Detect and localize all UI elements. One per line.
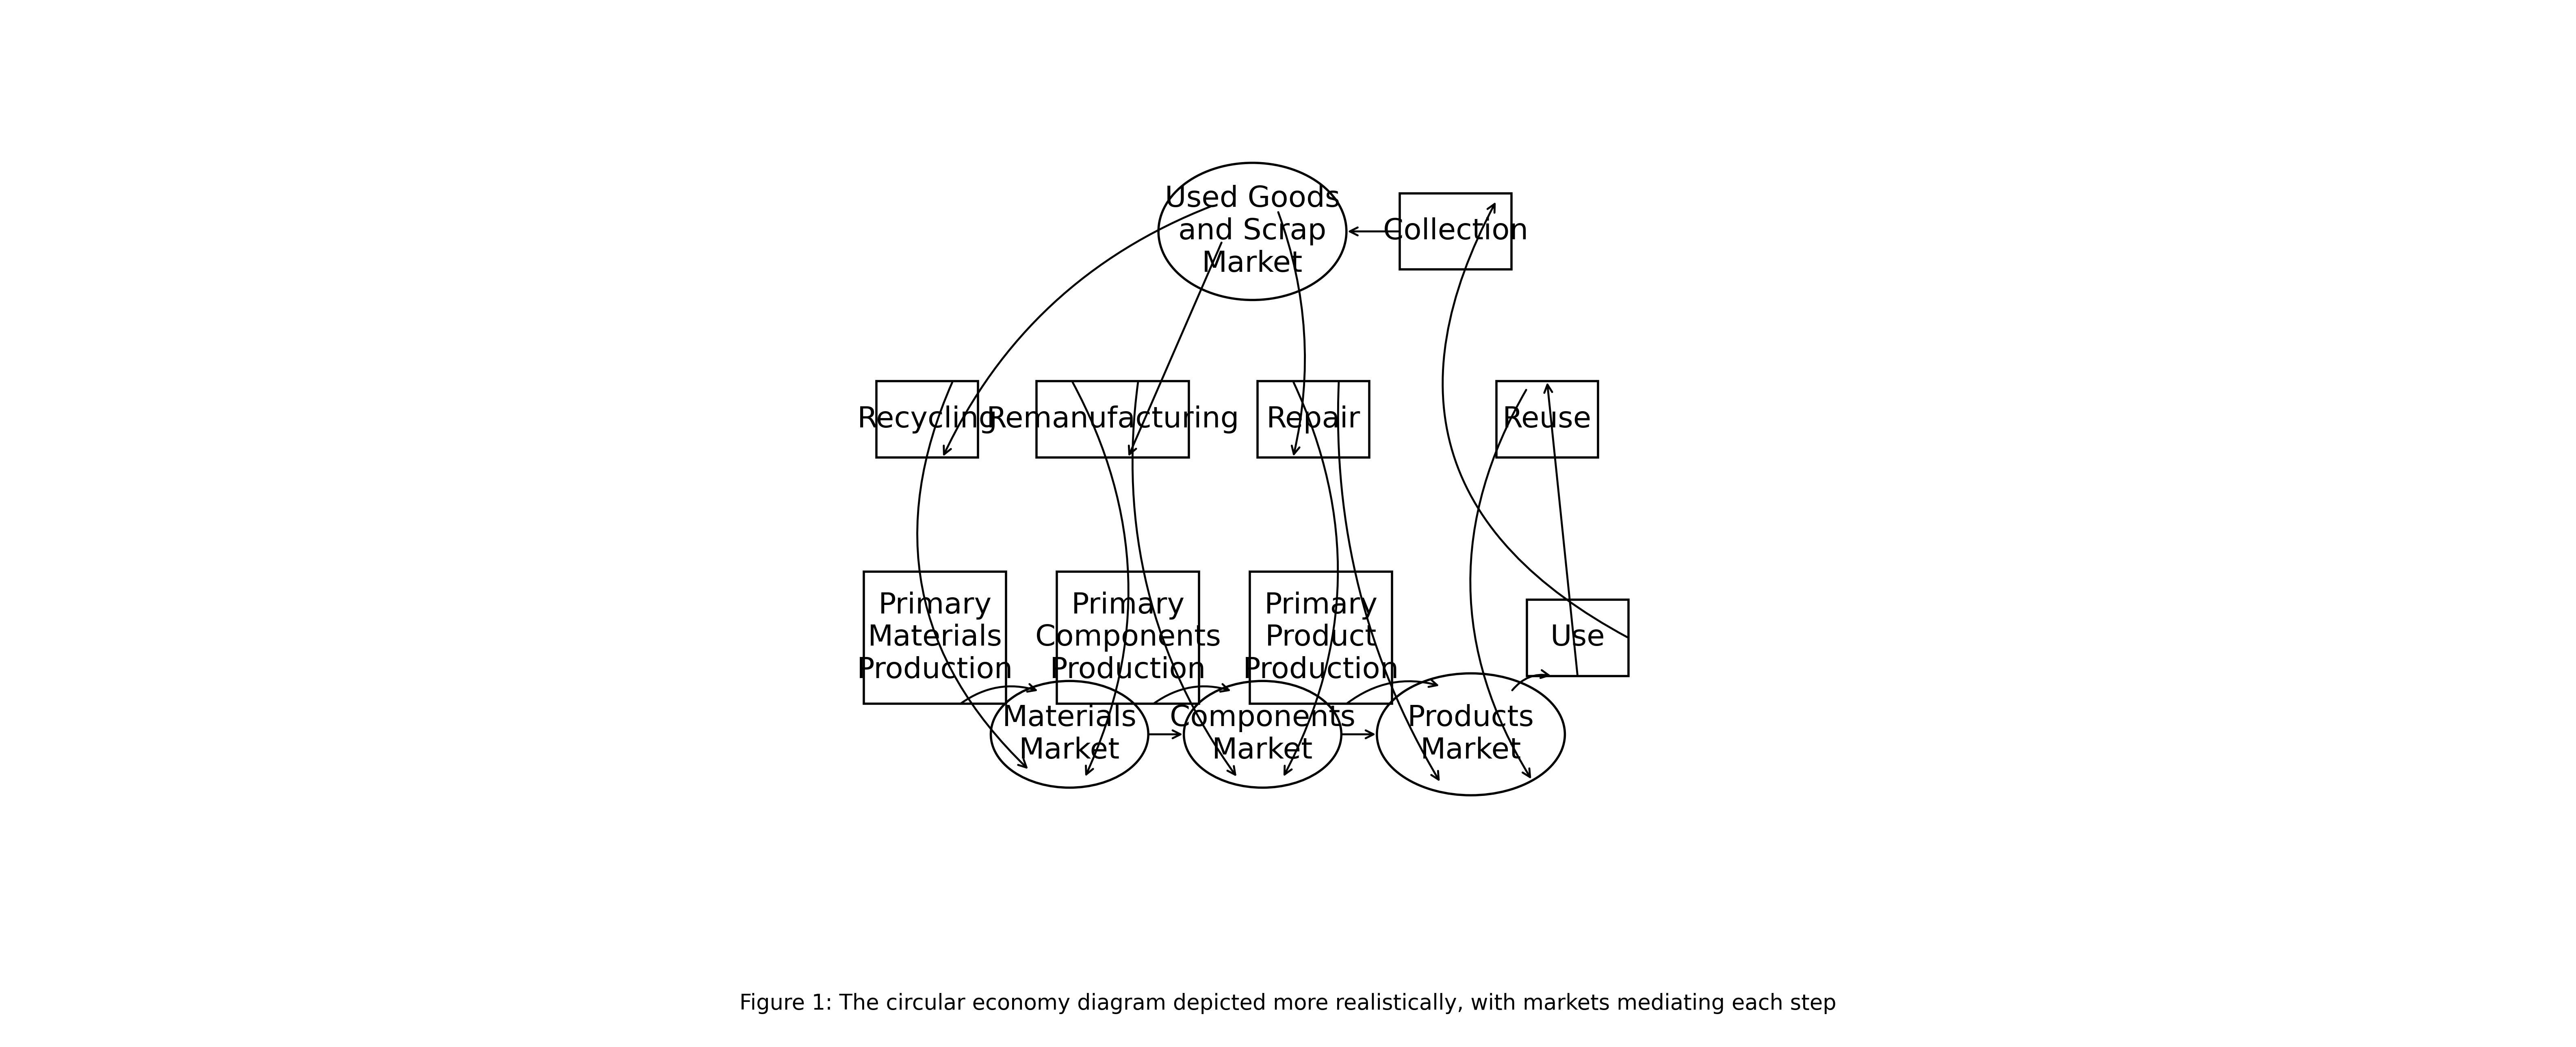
Bar <box>1056 572 1198 704</box>
Bar <box>876 381 979 458</box>
Bar <box>1528 600 1628 676</box>
Bar <box>1497 381 1597 458</box>
Bar <box>863 572 1007 704</box>
Text: Used Goods
and Scrap
Market: Used Goods and Scrap Market <box>1164 185 1340 277</box>
Text: Remanufacturing: Remanufacturing <box>987 405 1239 433</box>
Text: Figure 1: The circular economy diagram depicted more realistically, with markets: Figure 1: The circular economy diagram d… <box>739 993 1837 1015</box>
Text: Repair: Repair <box>1267 405 1360 433</box>
Text: Primary
Components
Production: Primary Components Production <box>1036 592 1221 685</box>
Bar <box>1036 381 1190 458</box>
Bar <box>1257 381 1370 458</box>
Bar <box>1399 194 1512 269</box>
Text: Materials
Market: Materials Market <box>1002 704 1136 764</box>
Text: Collection: Collection <box>1383 218 1528 245</box>
Text: Reuse: Reuse <box>1502 405 1592 433</box>
Text: Primary
Materials
Production: Primary Materials Production <box>858 592 1012 685</box>
Text: Components
Market: Components Market <box>1170 704 1355 764</box>
Text: Products
Market: Products Market <box>1406 704 1535 764</box>
Bar <box>1249 572 1391 704</box>
Text: Recycling: Recycling <box>858 405 997 433</box>
Text: Primary
Product
Production: Primary Product Production <box>1242 592 1399 685</box>
Text: Use: Use <box>1551 624 1605 652</box>
